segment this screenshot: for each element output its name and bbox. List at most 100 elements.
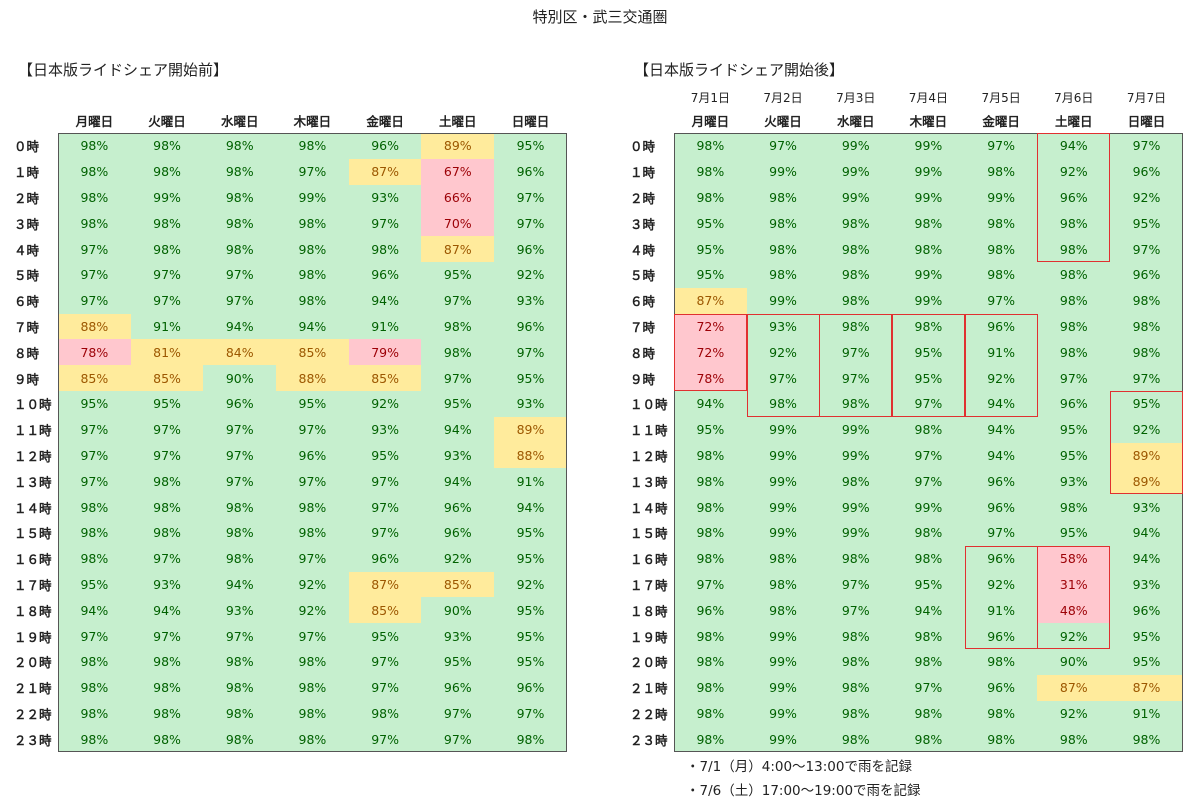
heatmap-cell: 96%	[1110, 158, 1183, 185]
heatmap-cell: 98%	[58, 210, 131, 237]
heatmap-cell: 98%	[130, 519, 204, 546]
hour-label: １４時	[14, 500, 52, 516]
heatmap-cell: 98%	[674, 133, 747, 159]
heatmap-cell: 99%	[746, 700, 820, 727]
heatmap-cell: 96%	[494, 236, 567, 262]
table-row: ５時 95% 98% 98% 99% 98% 98% 96%	[626, 261, 1183, 288]
heatmap-cell: 99%	[892, 494, 965, 520]
heatmap-cell: 97%	[819, 365, 893, 391]
heatmap-cell: 97%	[421, 700, 495, 727]
heatmap-cell: 92%	[964, 365, 1038, 391]
heatmap-cell: 98%	[276, 700, 349, 727]
heatmap-cell: 97%	[130, 287, 204, 314]
heatmap-cell: 94%	[348, 287, 422, 314]
hour-label: ０時	[630, 139, 656, 155]
day-header-0: 月曜日	[691, 114, 730, 129]
heatmap-cell: 98%	[964, 261, 1038, 288]
table-row: ２時 98% 99% 98% 99% 93% 66% 97%	[10, 184, 567, 211]
heatmap-cell: 99%	[964, 184, 1038, 211]
day-header-5: 土曜日	[1055, 114, 1093, 129]
heatmap-cell: 92%	[276, 571, 349, 598]
heatmap-cell: 91%	[1110, 700, 1183, 727]
table-row: １５時 98% 98% 98% 98% 97% 96% 95%	[10, 519, 567, 546]
heatmap-cell: 92%	[964, 571, 1038, 598]
hour-label: １時	[14, 165, 40, 181]
heatmap-cell: 98%	[276, 519, 349, 546]
heatmap-cell: 96%	[203, 390, 277, 417]
heatmap-cell: 98%	[203, 494, 277, 520]
heatmap-cell: 98%	[819, 261, 893, 288]
heatmap-cell: 99%	[819, 133, 893, 159]
heatmap-cell: 95%	[494, 648, 567, 675]
heatmap-cell: 96%	[421, 519, 495, 546]
heatmap-cell: 93%	[421, 623, 495, 649]
day-header-2: 水曜日	[220, 114, 259, 129]
hour-label: ２２時	[14, 706, 52, 722]
heatmap-cell: 85%	[130, 365, 204, 391]
heatmap-cell: 98%	[130, 236, 204, 262]
heatmap-cell: 97%	[421, 365, 495, 391]
heatmap-cell: 98%	[746, 571, 820, 598]
heatmap-cell: 97%	[1110, 236, 1183, 262]
date-header-3: 7月4日	[908, 90, 949, 105]
heatmap-cell: 98%	[892, 623, 965, 649]
heatmap-cell: 72%	[674, 313, 747, 340]
heatmap-cell: 97%	[494, 700, 567, 727]
heatmap-cell: 98%	[203, 133, 277, 159]
heatmap-cell: 98%	[674, 468, 747, 495]
heatmap-cell: 93%	[494, 287, 567, 314]
heatmap-cell: 96%	[1110, 597, 1183, 624]
heatmap-cell: 93%	[348, 416, 422, 443]
heatmap-cell: 97%	[58, 287, 131, 314]
heatmap-cell: 93%	[421, 442, 495, 469]
heatmap-cell: 97%	[58, 468, 131, 495]
heatmap-cell: 97%	[892, 468, 965, 495]
hour-label: ９時	[14, 371, 40, 387]
heatmap-cell: 96%	[1037, 184, 1111, 211]
hour-label: ０時	[14, 139, 40, 155]
heatmap-cell: 98%	[58, 674, 131, 701]
day-header-2: 水曜日	[836, 114, 875, 129]
heatmap-cell: 99%	[746, 442, 820, 469]
heatmap-cell: 97%	[130, 442, 204, 469]
heatmap-cell: 97%	[348, 494, 422, 520]
heatmap-cell: 78%	[674, 365, 747, 391]
heatmap-cell: 98%	[746, 261, 820, 288]
table-row: １４時 98% 98% 98% 98% 97% 96% 94%	[10, 494, 567, 520]
heatmap-cell: 98%	[892, 700, 965, 727]
table-row: １３時 98% 99% 98% 97% 96% 93% 89%	[626, 468, 1183, 495]
heatmap-cell: 98%	[203, 210, 277, 237]
heatmap-cell: 96%	[494, 313, 567, 340]
heatmap-before: 月曜日 火曜日 水曜日 木曜日 金曜日 土曜日 日曜日 ０時 98% 98% 98% 98% 96% 89…	[10, 108, 567, 753]
day-header-4: 金曜日	[366, 114, 404, 129]
table-row: ４時 95% 98% 98% 98% 98% 98% 97%	[626, 236, 1183, 262]
heatmap-cell: 90%	[203, 365, 277, 391]
heatmap-cell: 99%	[819, 416, 893, 443]
heatmap-cell: 92%	[494, 571, 567, 598]
heatmap-cell: 90%	[1037, 648, 1111, 675]
heatmap-cell: 94%	[276, 313, 349, 340]
heatmap-cell: 99%	[892, 261, 965, 288]
heatmap-cell: 95%	[1110, 623, 1183, 649]
heatmap-cell: 98%	[964, 726, 1038, 753]
hour-label: ３時	[14, 216, 40, 232]
heatmap-cell: 98%	[964, 648, 1038, 675]
heatmap-cell: 96%	[276, 442, 349, 469]
heatmap-cell: 97%	[1110, 133, 1183, 159]
table-row: ９時 78% 97% 97% 95% 92% 97% 97%	[626, 365, 1183, 391]
heatmap-cell: 92%	[1037, 700, 1111, 727]
heatmap-cell: 81%	[130, 339, 204, 366]
day-header-4: 金曜日	[982, 114, 1020, 129]
heatmap-cell: 98%	[674, 545, 747, 572]
heatmap-cell: 99%	[746, 494, 820, 520]
heatmap-cell: 93%	[203, 597, 277, 624]
heatmap-cell: 94%	[964, 416, 1038, 443]
heatmap-cell: 92%	[276, 597, 349, 624]
heatmap-cell: 96%	[494, 158, 567, 185]
table-row: １４時 98% 99% 99% 99% 96% 98% 93%	[626, 494, 1183, 520]
heatmap-cell: 94%	[1110, 545, 1183, 572]
heatmap-cell: 99%	[746, 726, 820, 753]
heatmap-cell: 95%	[1037, 442, 1111, 469]
hour-label: １０時	[14, 397, 52, 413]
heatmap-cell: 97%	[203, 442, 277, 469]
